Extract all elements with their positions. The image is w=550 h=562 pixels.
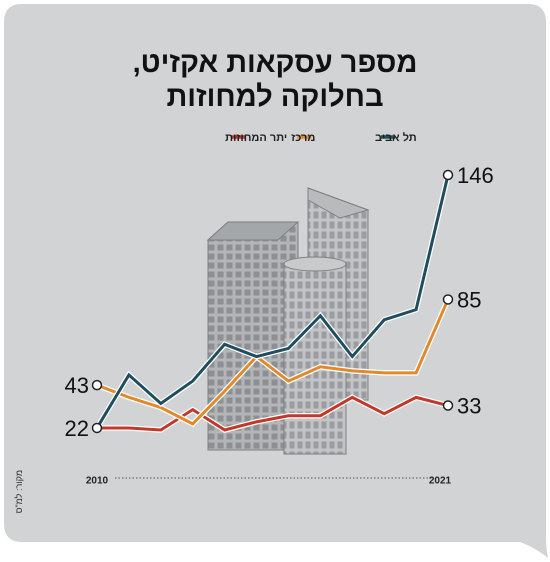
end-point xyxy=(91,422,103,434)
chart-title: מספר עסקאות אקזיט, xyxy=(133,47,418,79)
series-line xyxy=(95,174,450,429)
series-line xyxy=(96,298,450,426)
value-label: 43 xyxy=(65,373,89,398)
chart-title: בחלוקה למחוזות xyxy=(166,81,383,113)
end-point xyxy=(442,400,454,411)
plot: 2010 2021 146 85 33 43 22 xyxy=(65,163,494,487)
end-point xyxy=(91,379,103,391)
x-tick-label: 2021 xyxy=(429,476,452,487)
value-label: 33 xyxy=(457,394,481,419)
value-label: 22 xyxy=(65,416,89,441)
legend-label: מרכז xyxy=(291,132,315,144)
value-label: 146 xyxy=(457,163,494,188)
end-point xyxy=(442,294,454,305)
buildings-illustration xyxy=(206,187,370,455)
value-label: 85 xyxy=(457,287,481,312)
legend-label: יתר המחוזות xyxy=(225,132,287,144)
legend-label: תל אביב xyxy=(375,131,417,144)
end-point xyxy=(442,169,454,181)
x-tick-label: 2010 xyxy=(86,476,109,487)
series-line xyxy=(97,395,449,432)
source: מקור: למ"ס xyxy=(14,470,24,513)
